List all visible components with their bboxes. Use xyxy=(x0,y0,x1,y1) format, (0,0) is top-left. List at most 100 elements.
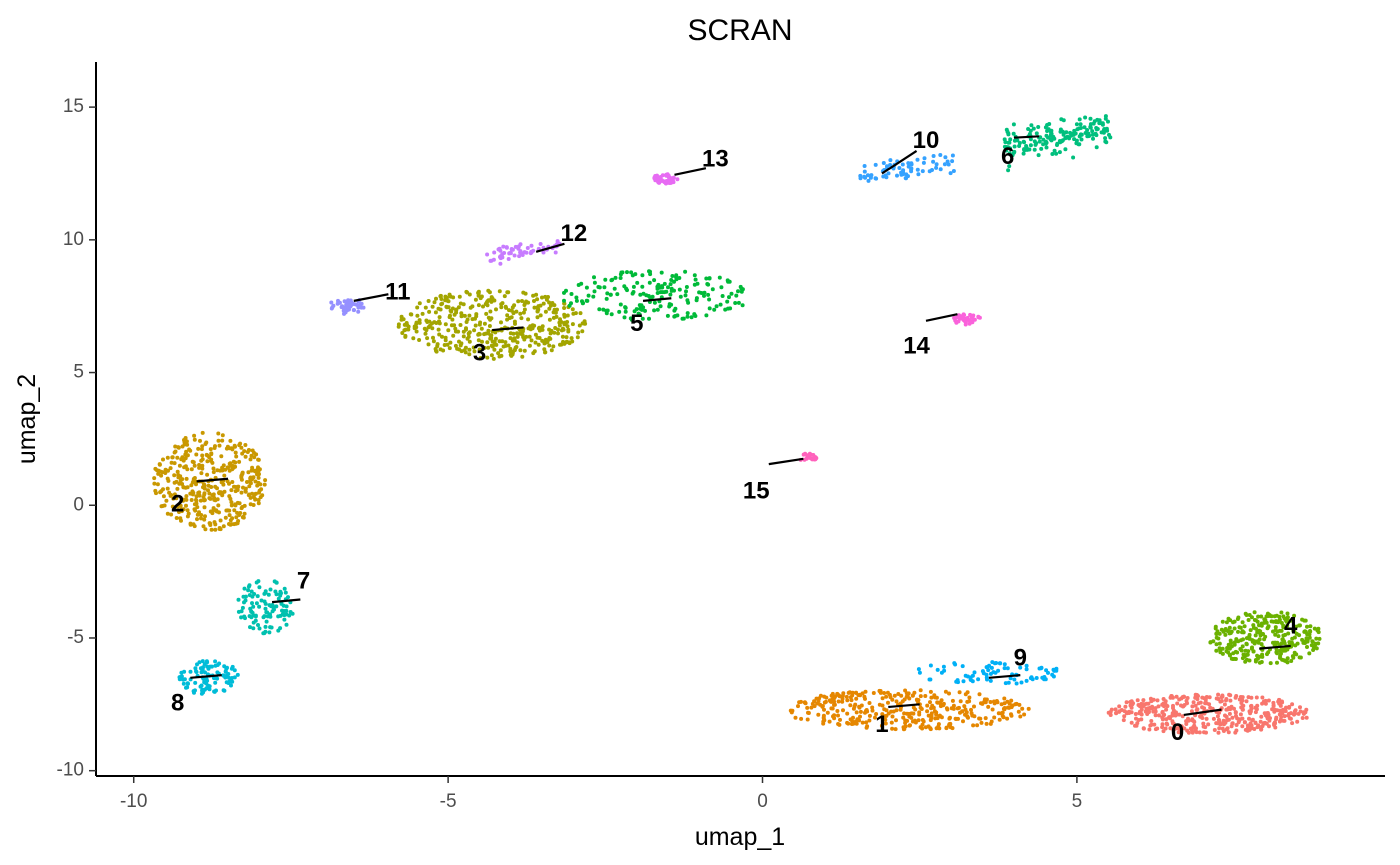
data-point xyxy=(256,501,261,506)
data-point xyxy=(938,153,943,157)
data-point xyxy=(197,463,202,467)
data-point xyxy=(999,711,1004,716)
data-point xyxy=(574,295,579,300)
data-point xyxy=(979,720,984,725)
data-point xyxy=(281,603,286,608)
data-point xyxy=(990,660,995,665)
data-point xyxy=(1295,719,1300,724)
data-point xyxy=(511,331,516,336)
data-point xyxy=(161,494,166,499)
data-point xyxy=(1244,641,1249,646)
cluster-label-2: 2 xyxy=(171,491,184,518)
data-point xyxy=(1273,625,1278,630)
data-point xyxy=(525,246,530,250)
cluster-3-points xyxy=(396,288,588,361)
data-point xyxy=(677,276,682,280)
data-point xyxy=(485,355,490,360)
data-point xyxy=(230,447,235,452)
data-point xyxy=(997,661,1002,666)
data-point xyxy=(230,480,235,484)
data-point xyxy=(718,302,723,307)
data-point xyxy=(161,457,165,462)
data-point xyxy=(476,293,481,298)
data-point xyxy=(1117,709,1122,714)
data-point xyxy=(543,337,548,342)
data-point xyxy=(1186,730,1191,735)
data-point xyxy=(263,589,268,594)
data-point xyxy=(179,518,183,523)
data-point xyxy=(447,346,452,351)
data-point xyxy=(424,318,429,323)
data-point xyxy=(430,326,435,331)
data-point xyxy=(1251,649,1256,654)
data-point xyxy=(946,162,951,167)
data-point xyxy=(510,305,515,310)
data-point xyxy=(265,610,270,615)
data-point xyxy=(878,690,883,695)
data-point xyxy=(175,486,180,491)
data-point xyxy=(1052,136,1057,141)
data-point xyxy=(453,326,458,331)
data-point xyxy=(1168,716,1172,721)
data-point xyxy=(202,486,207,491)
data-point xyxy=(915,157,920,162)
data-point xyxy=(1263,698,1268,703)
data-point xyxy=(1286,631,1291,636)
data-point xyxy=(203,527,208,532)
data-point xyxy=(220,438,225,443)
data-point xyxy=(547,306,552,311)
data-point xyxy=(512,348,517,353)
data-point xyxy=(1083,115,1088,120)
data-point xyxy=(218,468,223,473)
data-point xyxy=(168,466,173,471)
data-point xyxy=(714,304,719,309)
data-point xyxy=(443,338,448,343)
data-point xyxy=(837,694,842,699)
data-point xyxy=(640,284,645,289)
data-point xyxy=(631,284,636,289)
data-point xyxy=(1039,146,1044,151)
data-point xyxy=(1026,127,1031,131)
data-point xyxy=(1168,695,1173,700)
data-point xyxy=(1269,614,1274,619)
data-point xyxy=(943,155,948,160)
data-point xyxy=(922,156,927,161)
data-point xyxy=(225,508,230,513)
data-point xyxy=(992,700,997,705)
data-point xyxy=(1057,150,1062,155)
data-point xyxy=(411,336,416,341)
data-point xyxy=(604,311,609,316)
data-point xyxy=(442,343,447,347)
data-point xyxy=(240,515,245,520)
data-point xyxy=(433,310,438,315)
data-point xyxy=(188,522,193,527)
data-point xyxy=(491,356,496,361)
data-point xyxy=(472,328,477,333)
data-point xyxy=(1224,649,1229,654)
data-point xyxy=(498,248,503,253)
data-point xyxy=(931,154,936,158)
data-point xyxy=(155,482,160,487)
data-point xyxy=(1079,137,1084,142)
data-point xyxy=(476,332,481,337)
data-point xyxy=(870,708,875,713)
cluster-9-label-segment xyxy=(988,674,1021,679)
data-point xyxy=(183,464,188,469)
data-point xyxy=(1202,706,1207,711)
data-point xyxy=(638,292,643,297)
data-point xyxy=(914,697,919,702)
data-point xyxy=(1208,640,1213,645)
data-point xyxy=(1214,642,1219,647)
data-point xyxy=(1178,728,1183,733)
data-point xyxy=(668,292,673,297)
data-point xyxy=(1252,727,1257,731)
data-point xyxy=(643,308,647,313)
data-point xyxy=(1156,704,1161,709)
data-point xyxy=(547,300,552,305)
data-point xyxy=(576,330,581,335)
data-point xyxy=(695,281,700,286)
data-point xyxy=(1247,709,1252,714)
data-point xyxy=(895,173,899,178)
data-point xyxy=(1317,636,1322,641)
data-point xyxy=(1032,147,1037,152)
